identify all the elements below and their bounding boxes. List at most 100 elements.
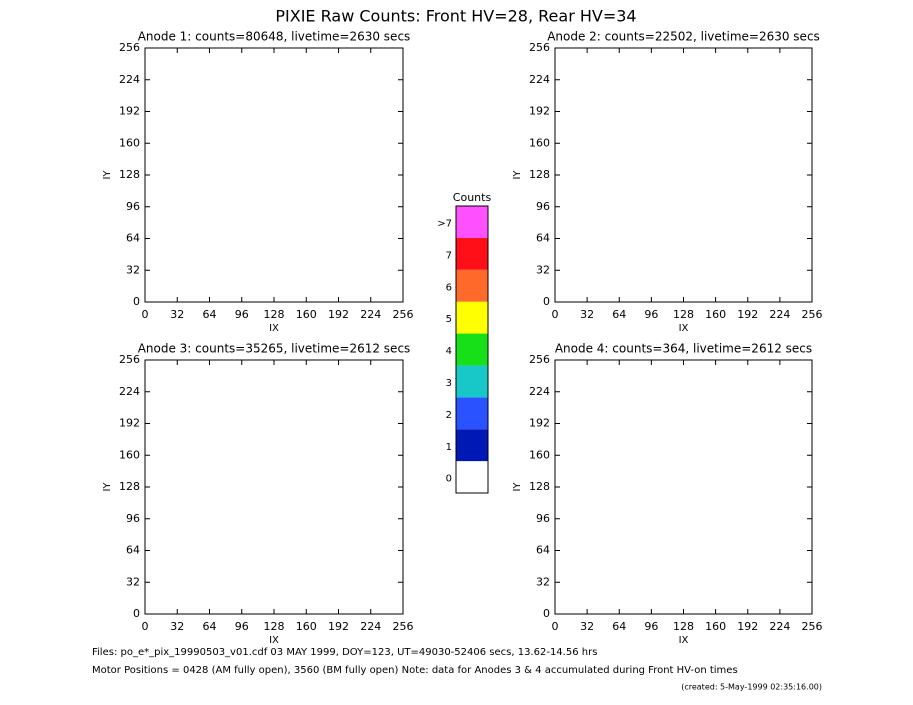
x-tick-label: 224 [769,308,790,321]
y-tick-label: 256 [529,353,550,366]
colorbar-swatch [456,333,488,366]
x-tick-label: 192 [737,620,758,633]
colorbar-swatch [456,237,488,270]
colorbar-label: 2 [446,410,452,421]
x-tick-label: 0 [552,620,559,633]
x-axis-label: IX [679,323,689,334]
x-tick-label: 160 [296,308,317,321]
y-tick-label: 32 [126,575,140,588]
y-tick-label: 32 [126,263,140,276]
y-tick-label: 32 [536,575,550,588]
y-tick-label: 160 [119,136,140,149]
colorbar-label: 0 [446,474,452,485]
y-axis-label: IY [512,170,523,180]
x-tick-label: 32 [580,308,594,321]
colorbar-label: >7 [437,219,452,230]
x-tick-label: 128 [264,308,285,321]
y-tick-label: 160 [529,136,550,149]
x-tick-label: 0 [142,308,149,321]
y-tick-label: 256 [529,41,550,54]
plot-frame [554,359,813,615]
panel-title: Anode 1: counts=80648, livetime=2630 sec… [138,30,411,44]
y-tick-label: 96 [536,200,550,213]
y-tick-label: 96 [536,512,550,525]
y-tick-label: 0 [133,607,140,620]
x-tick-label: 192 [328,308,349,321]
x-tick-label: 96 [235,308,249,321]
y-tick-label: 32 [536,263,550,276]
y-tick-label: 224 [529,385,550,398]
y-tick-label: 96 [126,200,140,213]
x-tick-label: 224 [769,620,790,633]
colorbar-label: 1 [446,442,452,453]
colorbar-title: Counts [453,191,492,204]
y-axis-label: IY [102,482,113,492]
y-tick-label: 96 [126,512,140,525]
y-tick-label: 224 [119,73,140,86]
y-tick-label: 64 [126,232,140,245]
x-tick-label: 128 [264,620,285,633]
y-axis-label: IY [512,482,523,492]
y-tick-label: 128 [119,480,140,493]
colorbar-swatch [456,461,488,493]
x-tick-label: 64 [612,308,626,321]
plot-frame [144,359,404,615]
x-axis-label: IX [269,635,279,646]
y-tick-label: 160 [119,448,140,461]
y-tick-label: 256 [119,41,140,54]
x-tick-label: 96 [644,620,658,633]
colorbar-label: 3 [446,378,452,389]
y-tick-label: 192 [119,417,140,430]
colorbar-label: 5 [446,314,452,325]
colorbar-label: 7 [446,250,452,261]
colorbar-swatch [456,429,488,462]
x-tick-label: 256 [393,308,414,321]
panel-title: Anode 2: counts=22502, livetime=2630 sec… [547,30,820,44]
x-tick-label: 256 [802,308,823,321]
colorbar-frame [455,205,489,494]
y-tick-label: 0 [543,607,550,620]
x-tick-label: 256 [802,620,823,633]
footer-motor: Motor Positions = 0428 (AM fully open), … [92,665,738,676]
x-tick-label: 32 [580,620,594,633]
x-tick-label: 32 [170,308,184,321]
y-tick-label: 224 [119,385,140,398]
colorbar-label: 6 [446,282,452,293]
x-tick-label: 64 [612,620,626,633]
x-tick-label: 0 [142,620,149,633]
y-tick-label: 128 [529,168,550,181]
x-tick-label: 64 [203,308,217,321]
figure-title: PIXIE Raw Counts: Front HV=28, Rear HV=3… [275,7,636,26]
x-tick-label: 96 [235,620,249,633]
y-tick-label: 64 [536,544,550,557]
x-tick-label: 128 [673,308,694,321]
x-axis-label: IX [269,323,279,334]
x-tick-label: 128 [673,620,694,633]
panel-title: Anode 3: counts=35265, livetime=2612 sec… [138,342,411,356]
panel-title: Anode 4: counts=364, livetime=2612 secs [555,342,812,356]
x-tick-label: 160 [705,620,726,633]
x-tick-label: 0 [552,308,559,321]
x-tick-label: 96 [644,308,658,321]
colorbar-label: 4 [446,346,452,357]
plot-frame [144,47,404,303]
x-tick-label: 224 [360,308,381,321]
y-tick-label: 0 [543,295,550,308]
y-tick-label: 192 [119,105,140,118]
x-tick-label: 224 [360,620,381,633]
colorbar-swatch [456,269,488,302]
y-axis-label: IY [102,170,113,180]
x-tick-label: 64 [203,620,217,633]
x-tick-label: 32 [170,620,184,633]
y-tick-label: 0 [133,295,140,308]
plot-frame [554,47,813,303]
y-tick-label: 128 [119,168,140,181]
footer-created: (created: 5-May-1999 02:35:16.00) [681,683,822,692]
y-tick-label: 64 [536,232,550,245]
y-tick-label: 128 [529,480,550,493]
x-tick-label: 256 [393,620,414,633]
x-tick-label: 192 [737,308,758,321]
y-tick-label: 192 [529,105,550,118]
